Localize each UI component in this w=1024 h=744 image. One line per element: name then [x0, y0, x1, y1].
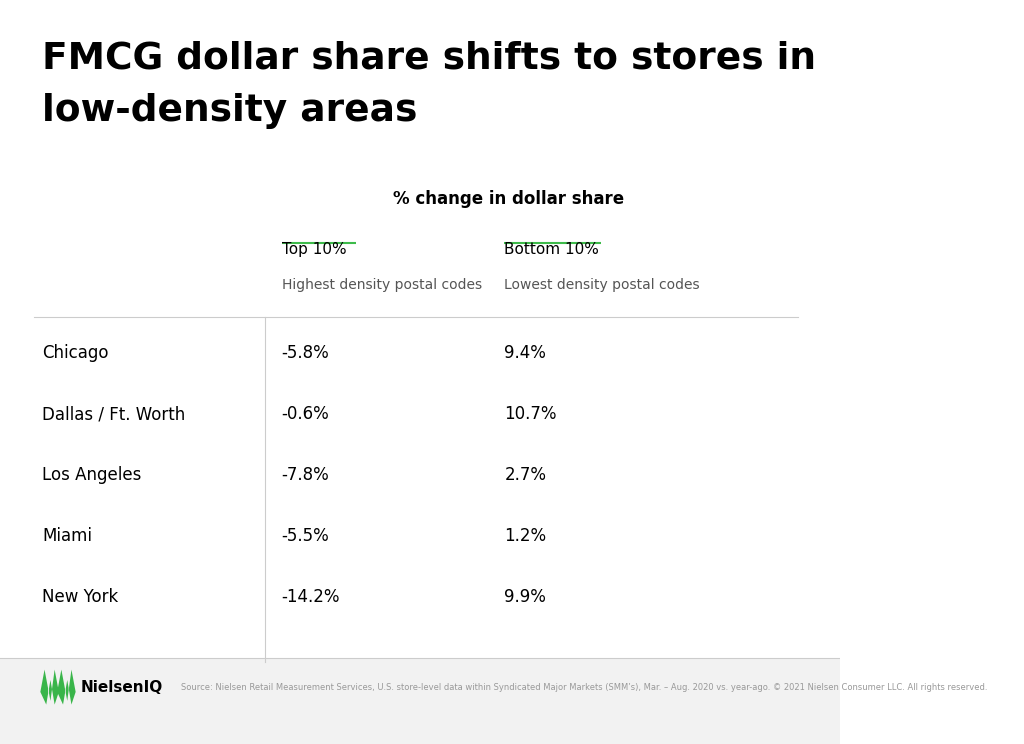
Text: Source: Nielsen Retail Measurement Services, U.S. store-level data within Syndic: Source: Nielsen Retail Measurement Servi…: [180, 683, 987, 692]
Text: Bottom 10%: Bottom 10%: [504, 242, 599, 257]
Text: Top 10%: Top 10%: [282, 242, 346, 257]
Bar: [0, 658, 841, 744]
Text: % change in dollar share: % change in dollar share: [393, 190, 624, 208]
Text: New York: New York: [42, 589, 119, 606]
Text: Miami: Miami: [42, 527, 92, 545]
Text: -5.5%: -5.5%: [282, 527, 330, 545]
Text: Los Angeles: Los Angeles: [42, 466, 141, 484]
Text: Highest density postal codes: Highest density postal codes: [282, 278, 481, 292]
Text: 9.9%: 9.9%: [504, 589, 546, 606]
Text: -14.2%: -14.2%: [282, 589, 340, 606]
Text: Dallas / Ft. Worth: Dallas / Ft. Worth: [42, 405, 185, 423]
Text: -5.8%: -5.8%: [282, 344, 330, 362]
Polygon shape: [40, 670, 58, 705]
Text: Chicago: Chicago: [42, 344, 109, 362]
Text: NielsenIQ: NielsenIQ: [81, 680, 163, 695]
Text: -0.6%: -0.6%: [282, 405, 330, 423]
Text: 10.7%: 10.7%: [504, 405, 557, 423]
Text: FMCG dollar share shifts to stores in: FMCG dollar share shifts to stores in: [42, 41, 816, 77]
Text: Lowest density postal codes: Lowest density postal codes: [504, 278, 700, 292]
Text: low-density areas: low-density areas: [42, 93, 418, 129]
Polygon shape: [57, 670, 76, 705]
Text: 2.7%: 2.7%: [504, 466, 546, 484]
Text: 1.2%: 1.2%: [504, 527, 547, 545]
Text: 9.4%: 9.4%: [504, 344, 546, 362]
Text: -7.8%: -7.8%: [282, 466, 330, 484]
